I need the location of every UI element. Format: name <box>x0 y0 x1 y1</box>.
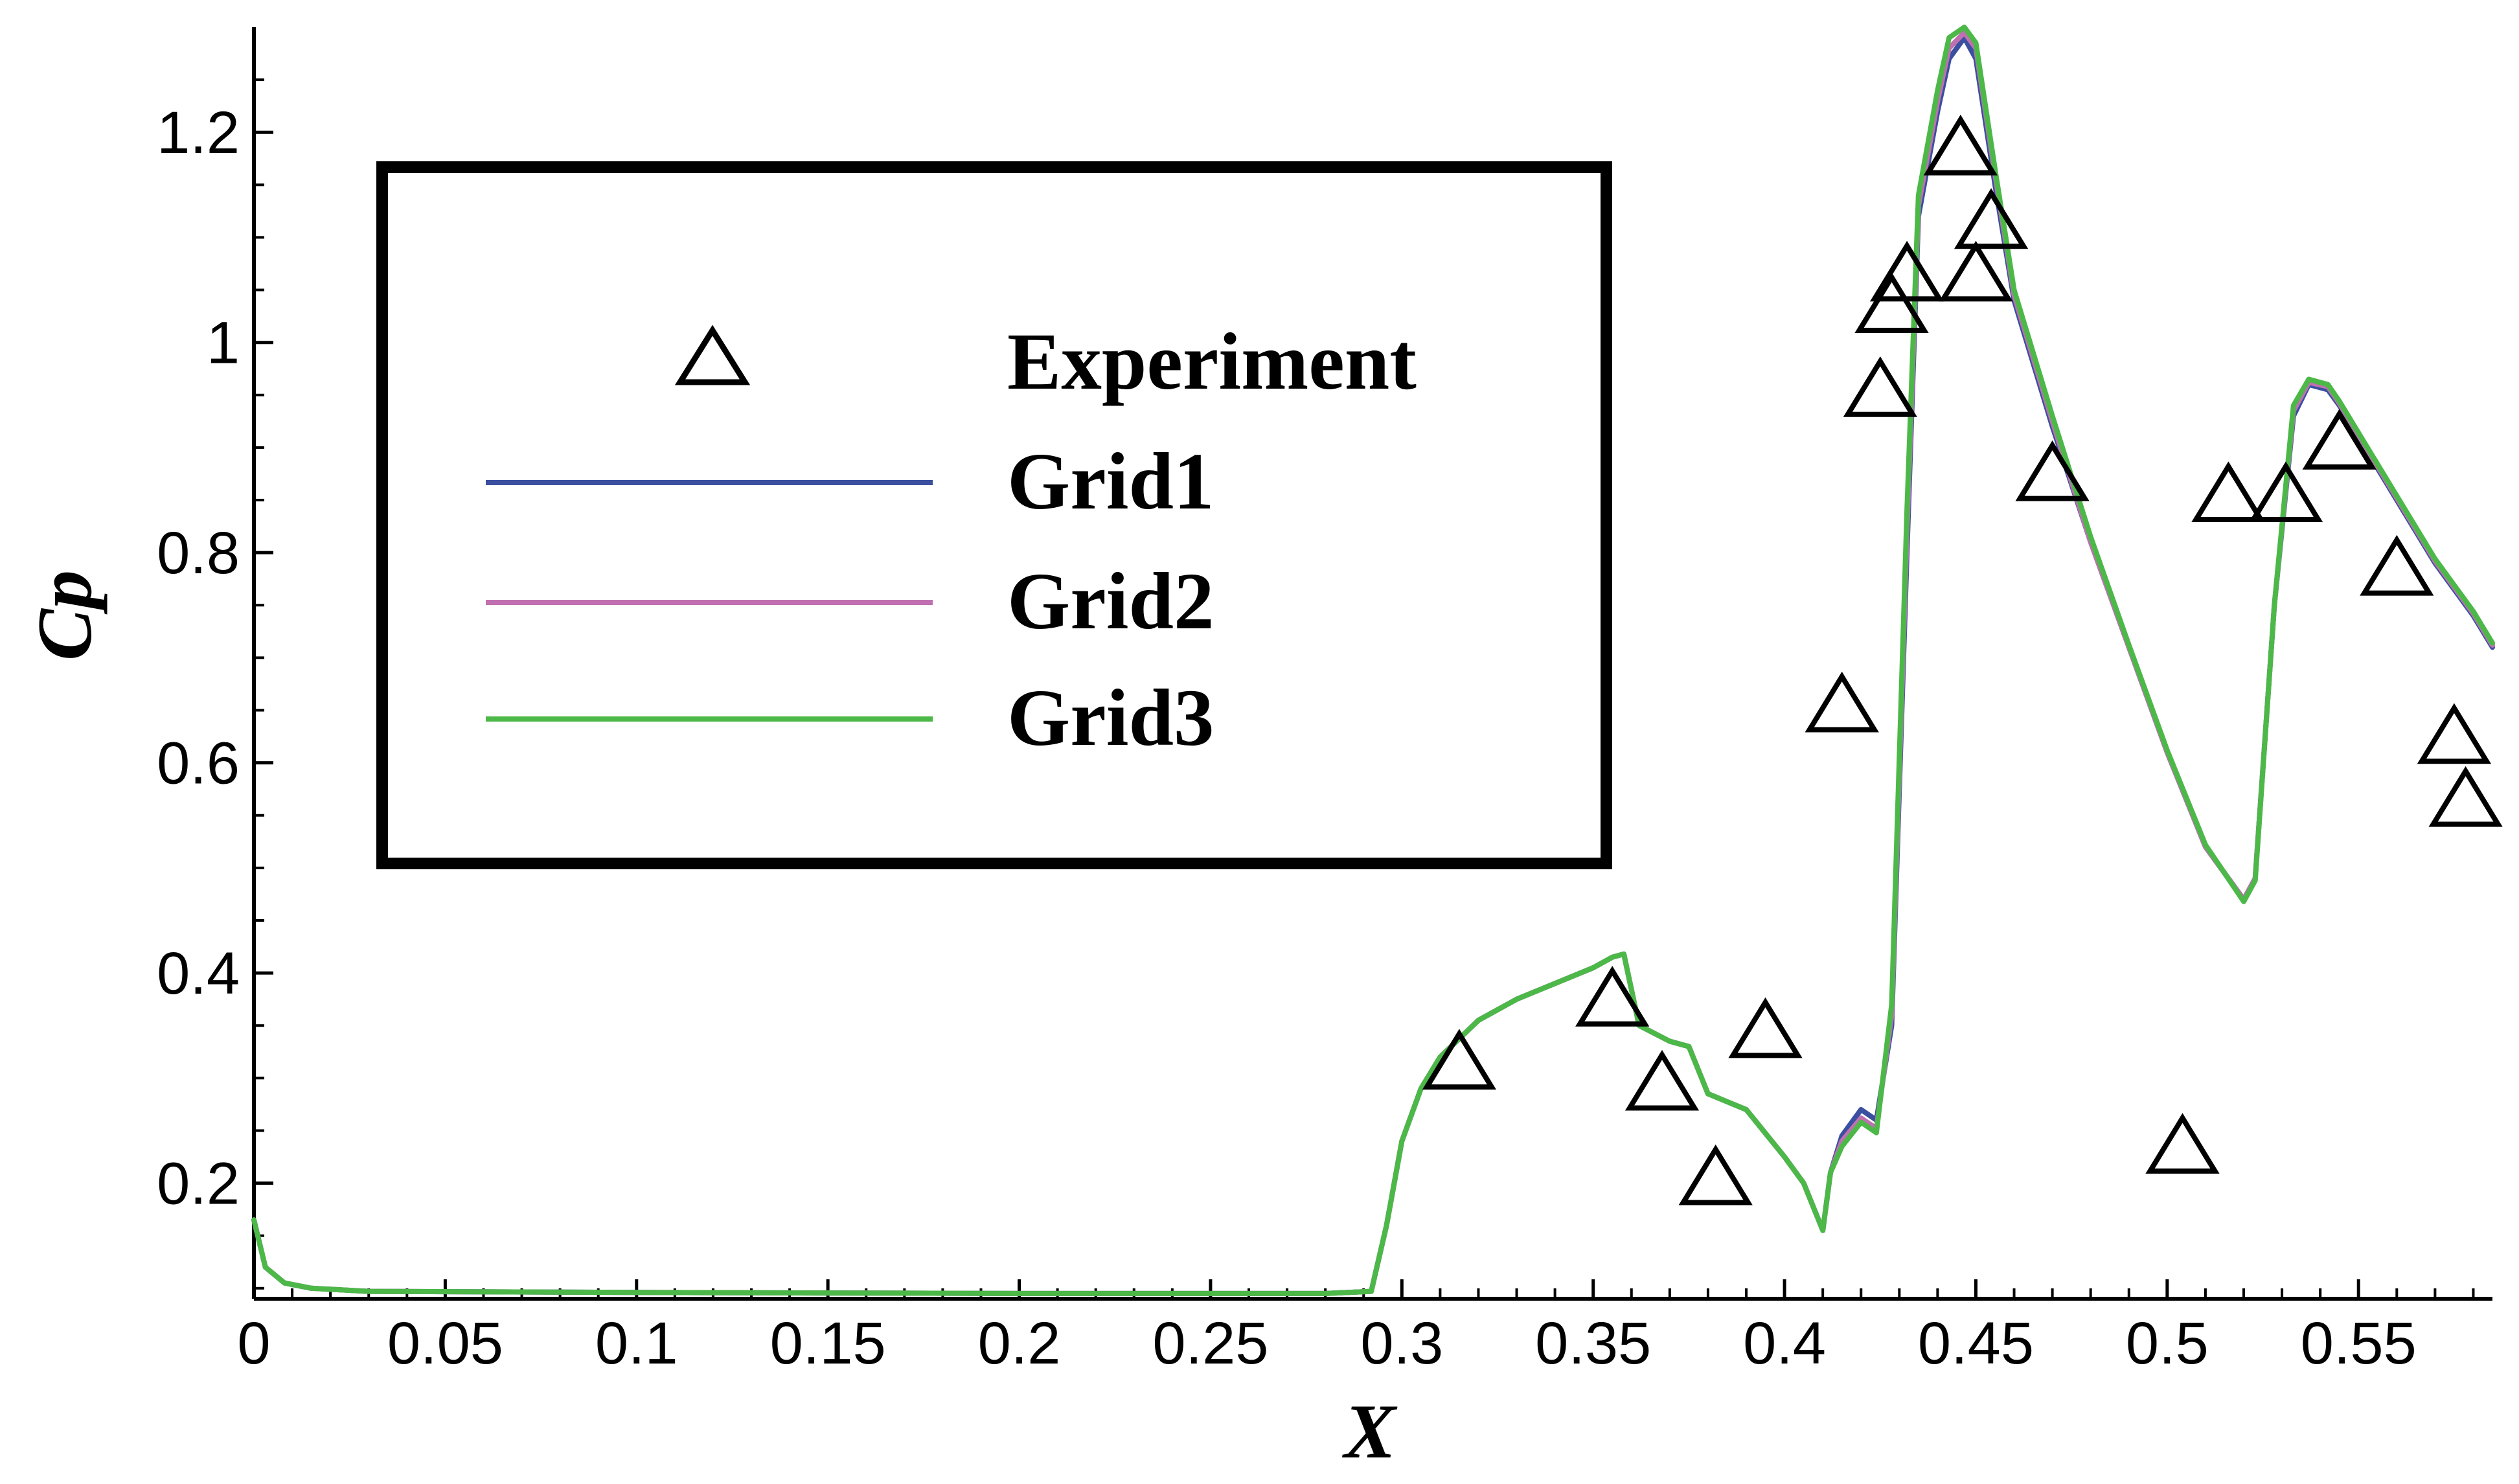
y-tick-label: 0.6 <box>157 731 240 797</box>
legend-experiment-label: Experiment <box>1007 317 1417 407</box>
experiment-point <box>1939 240 2013 302</box>
experiment-point <box>1869 240 1944 302</box>
experiment-point <box>1678 1144 1753 1205</box>
experiment-markers <box>1422 115 2503 1205</box>
y-tick-label: 1.2 <box>157 100 240 166</box>
y-tick-label: 0.4 <box>157 941 240 1007</box>
experiment-point <box>1805 671 1879 733</box>
experiment-point <box>2417 703 2492 764</box>
experiment-point <box>2428 766 2503 827</box>
y-tick-label: 0.2 <box>157 1151 240 1217</box>
axes <box>252 27 2492 1301</box>
legend: Experiment Grid1 Grid2 Grid3 <box>376 161 1612 869</box>
legend-grid2-label: Grid2 <box>1007 557 1214 646</box>
data-series <box>251 25 2495 1296</box>
x-tick-label: 0 <box>237 1310 270 1376</box>
experiment-point <box>2248 461 2323 522</box>
y-tick-label: 1 <box>207 310 240 376</box>
x-tick-label: 0.15 <box>770 1310 886 1376</box>
series-line-grid3 <box>251 25 2495 1296</box>
x-tick-label: 0.35 <box>1535 1310 1651 1376</box>
experiment-point <box>1854 272 1929 333</box>
legend-grid3-label: Grid3 <box>1007 674 1214 763</box>
x-tick-label: 0.45 <box>1918 1310 2034 1376</box>
x-tick-label: 0.1 <box>595 1310 678 1376</box>
experiment-point <box>1843 356 1917 417</box>
experiment-point <box>2302 409 2377 470</box>
experiment-point <box>2360 534 2434 596</box>
experiment-point <box>1624 1049 1700 1111</box>
x-tick-label: 0.5 <box>2126 1310 2209 1376</box>
legend-box <box>376 161 1612 869</box>
x-axis-title: X <box>1341 1388 1398 1474</box>
experiment-point <box>1575 966 1650 1027</box>
legend-grid1-label: Grid1 <box>1007 437 1214 527</box>
x-tick-label: 0.05 <box>387 1310 503 1376</box>
x-tick-label: 0.2 <box>978 1310 1061 1376</box>
experiment-point <box>1954 188 2029 249</box>
experiment-point <box>1923 115 1998 176</box>
y-axis-title: Cp <box>21 570 108 661</box>
experiment-point <box>1728 997 1803 1058</box>
experiment-point <box>2191 461 2266 522</box>
experiment-point <box>2145 1113 2220 1174</box>
x-tick-label: 0.4 <box>1743 1310 1826 1376</box>
x-tick-label: 0.25 <box>1152 1310 1268 1376</box>
y-tick-label: 0.8 <box>157 520 240 586</box>
x-tick-label: 0.55 <box>2301 1310 2417 1376</box>
axis-ticks: 0 0.05 0.1 0.15 0.2 0.25 0.3 0.35 0.4 0.45 0.5 0.55… <box>157 78 2475 1376</box>
x-tick-label: 0.3 <box>1360 1310 1443 1376</box>
experiment-point <box>1422 1029 1497 1090</box>
experiment-point <box>2015 440 2090 501</box>
legend-experiment-marker <box>674 325 751 385</box>
